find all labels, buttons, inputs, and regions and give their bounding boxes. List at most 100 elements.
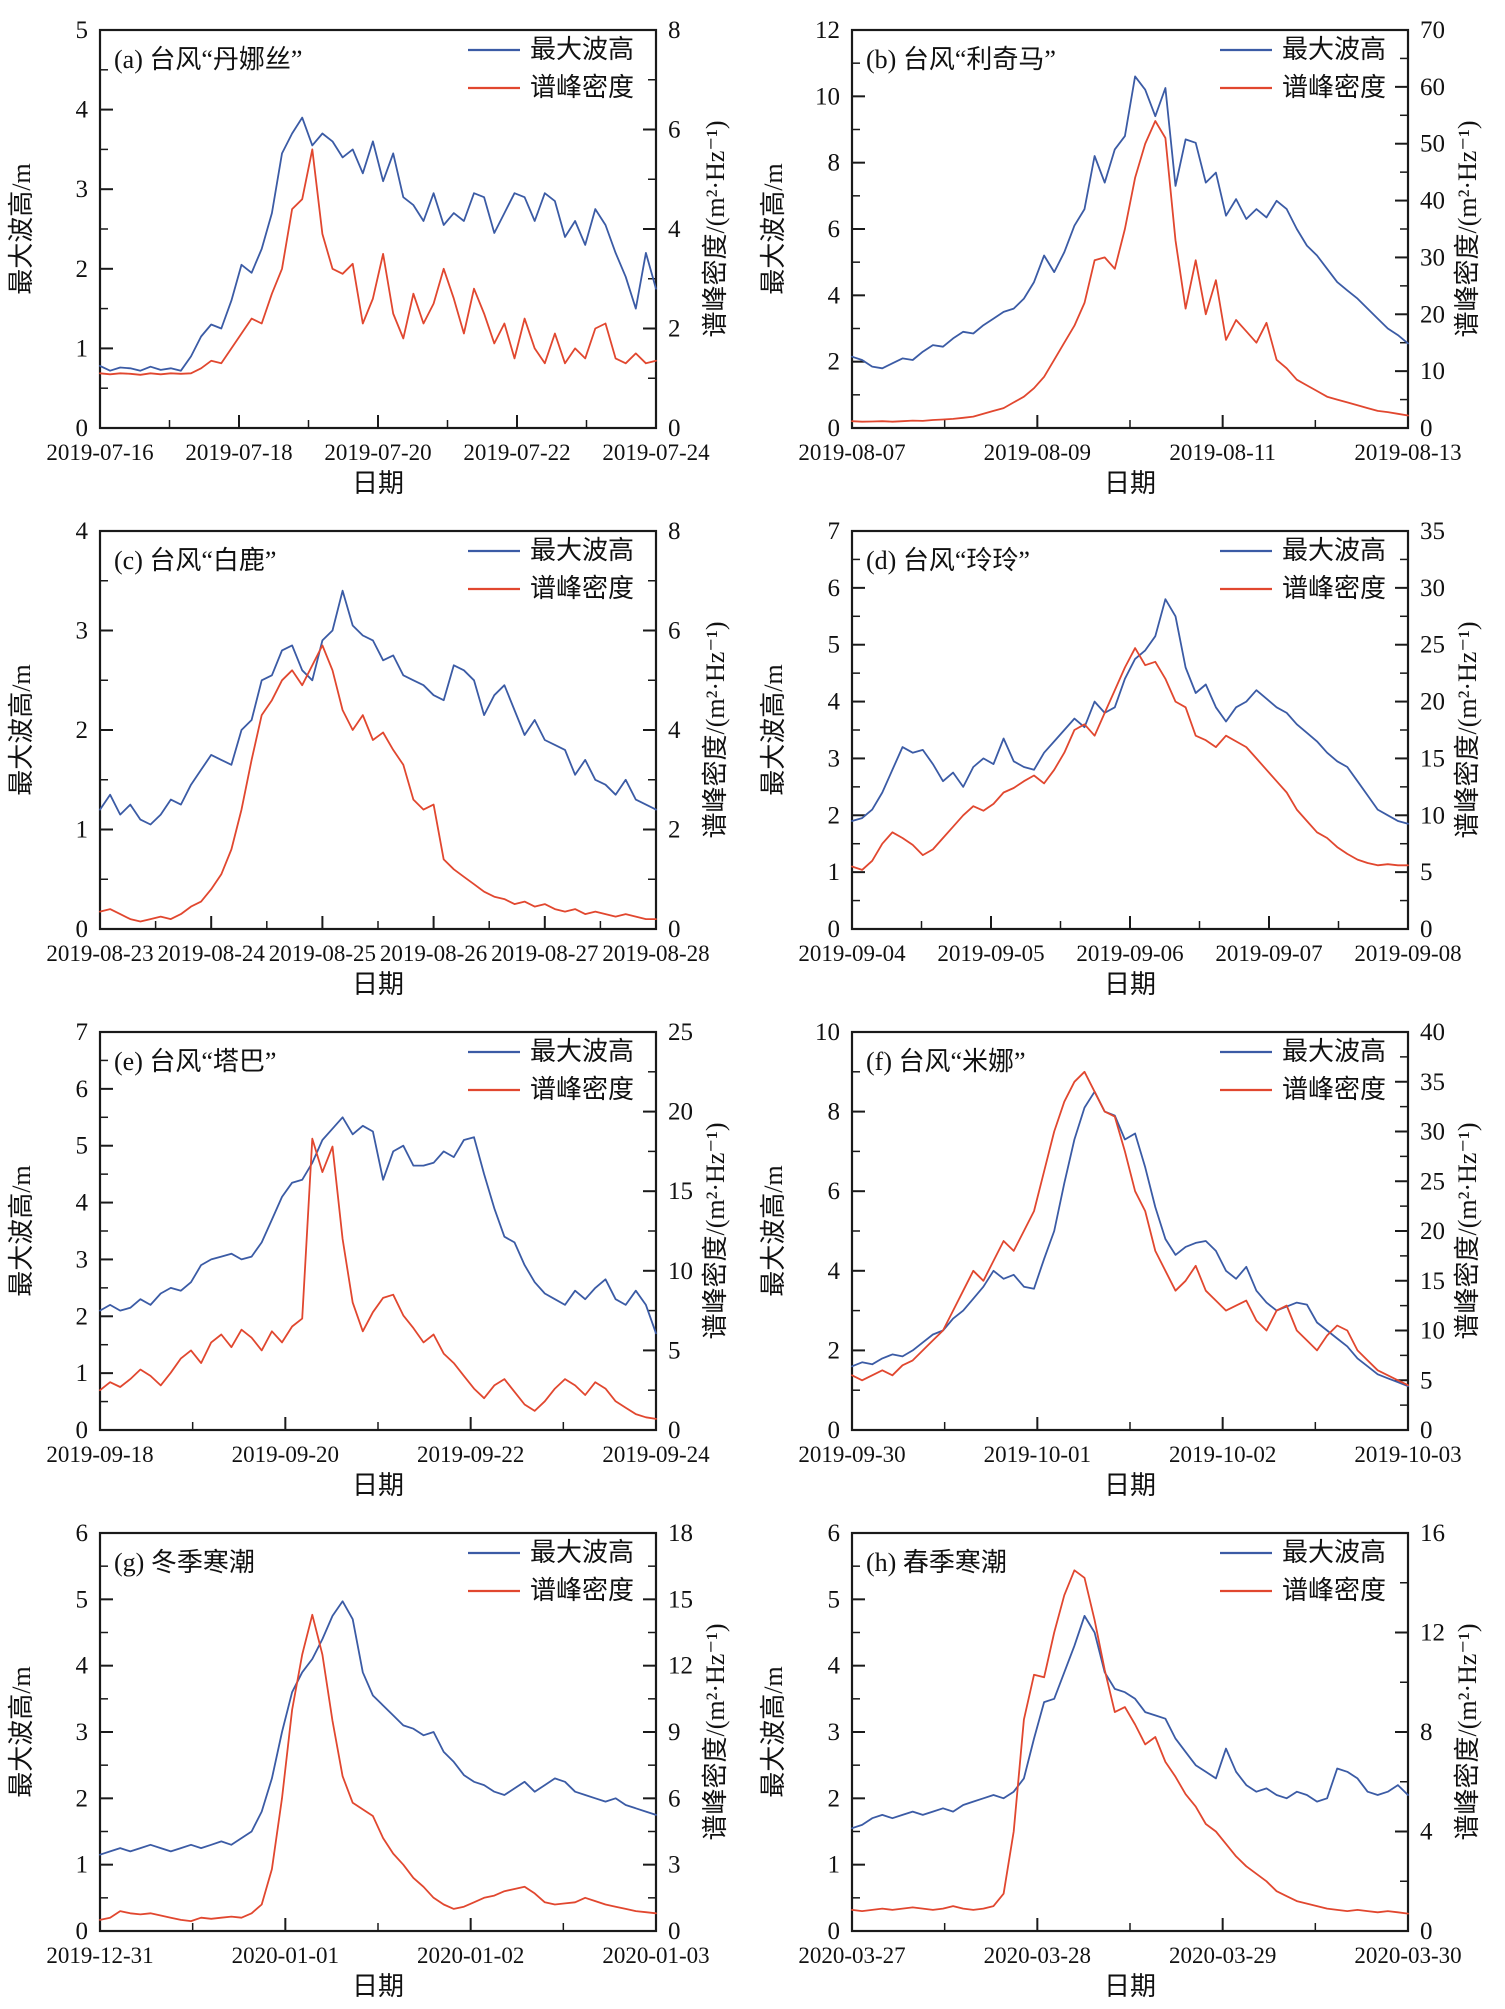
chart-svg-b: 0 2 4 6 8 10 12 0 10 20 30 40 50 60 70 2019-08-07 2019-0… — [759, 17, 1482, 498]
chart-panel-e: 0 1 2 3 4 5 6 7 0 5 10 15 20 25 2019-09-18 2019-09-20 20… — [0, 1002, 752, 1503]
right-tick-label: 5 — [1420, 1367, 1433, 1394]
series-line-spectral — [851, 120, 1409, 423]
x-tick-label: 2019-09-05 — [937, 941, 1044, 966]
x-tick-label: 2019-08-27 — [491, 941, 598, 966]
series-line-spectral — [99, 644, 657, 923]
left-tick-label: 0 — [76, 916, 89, 943]
left-tick-label: 0 — [828, 916, 841, 943]
right-tick-label: 8 — [1420, 1719, 1433, 1746]
left-tick-label: 0 — [828, 1417, 841, 1444]
legend-label-wave: 最大波高 — [1282, 1538, 1386, 1567]
right-tick-label: 30 — [1420, 575, 1445, 602]
left-tick-label: 1 — [76, 1852, 89, 1879]
left-tick-label: 3 — [76, 176, 89, 203]
left-tick-label: 1 — [828, 859, 841, 886]
left-tick-label: 6 — [76, 1520, 89, 1547]
series-line-spectral — [851, 647, 1409, 871]
panel-title: (g) 冬季寒潮 — [114, 1548, 255, 1577]
panel-title: (b) 台风“利奇马” — [866, 45, 1056, 74]
left-tick-label: 3 — [828, 1719, 841, 1746]
left-tick-label: 4 — [828, 1653, 841, 1680]
right-tick-label: 25 — [1420, 1168, 1445, 1195]
right-axis-title: 谱峰密度/(m²·Hz⁻¹) — [701, 1623, 730, 1840]
x-tick-label: 2020-01-01 — [232, 1943, 339, 1968]
legend-label-wave: 最大波高 — [530, 35, 634, 64]
x-axis-title: 日期 — [352, 1471, 404, 1500]
x-tick-label: 2019-10-03 — [1354, 1442, 1461, 1467]
left-tick-label: 1 — [828, 1852, 841, 1879]
left-tick-label: 0 — [828, 415, 841, 442]
right-tick-label: 25 — [668, 1019, 693, 1046]
x-axis-title: 日期 — [1104, 469, 1156, 498]
chart-panel-a: 0 1 2 3 4 5 0 2 4 6 8 2019-07-16 2019-07-18 2019-07-2… — [0, 0, 752, 501]
x-axis-title: 日期 — [352, 469, 404, 498]
right-tick-label: 35 — [1420, 1069, 1445, 1096]
chart-svg-c: 0 1 2 3 4 0 2 4 6 8 2019-08-23 2019-08-24 2019-08-25… — [7, 518, 730, 999]
chart-svg-e: 0 1 2 3 4 5 6 7 0 5 10 15 20 25 2019-09-18 2019-09-20 20… — [7, 1019, 730, 1500]
right-tick-label: 2 — [668, 817, 681, 844]
right-tick-label: 12 — [1420, 1620, 1445, 1647]
legend-label-wave: 最大波高 — [1282, 1037, 1386, 1066]
left-tick-label: 5 — [76, 1586, 89, 1613]
legend-label-wave: 最大波高 — [1282, 536, 1386, 565]
left-tick-label: 3 — [76, 1246, 89, 1273]
right-tick-label: 20 — [668, 1099, 693, 1126]
series-line-wave — [851, 75, 1409, 370]
right-tick-label: 16 — [1420, 1520, 1445, 1547]
x-tick-label: 2019-09-04 — [798, 941, 906, 966]
right-tick-label: 8 — [668, 17, 681, 44]
right-tick-label: 18 — [668, 1520, 693, 1547]
legend-label-wave: 最大波高 — [530, 1538, 634, 1567]
legend-label-spectral: 谱峰密度 — [530, 73, 634, 102]
right-axis-title: 谱峰密度/(m²·Hz⁻¹) — [1453, 120, 1482, 337]
x-axis-title: 日期 — [352, 970, 404, 999]
left-tick-label: 2 — [828, 1337, 841, 1364]
left-axis-title: 最大波高/m — [759, 1666, 788, 1797]
left-tick-label: 2 — [76, 256, 89, 283]
left-axis-title: 最大波高/m — [7, 1165, 36, 1296]
right-axis-title: 谱峰密度/(m²·Hz⁻¹) — [1453, 1122, 1482, 1339]
right-tick-label: 2 — [668, 316, 681, 343]
left-axis-title: 最大波高/m — [759, 664, 788, 795]
x-tick-label: 2019-09-06 — [1076, 941, 1183, 966]
x-tick-label: 2019-08-24 — [158, 941, 266, 966]
right-tick-label: 25 — [1420, 632, 1445, 659]
left-tick-label: 1 — [76, 335, 89, 362]
right-tick-label: 0 — [668, 415, 681, 442]
right-tick-label: 30 — [1420, 244, 1445, 271]
left-tick-label: 4 — [828, 282, 841, 309]
left-tick-label: 5 — [828, 1586, 841, 1613]
left-tick-label: 0 — [76, 415, 89, 442]
left-tick-label: 10 — [815, 1019, 840, 1046]
x-tick-label: 2019-07-22 — [463, 440, 570, 465]
left-tick-label: 2 — [828, 802, 841, 829]
left-tick-label: 8 — [828, 1099, 841, 1126]
x-tick-label: 2019-07-24 — [602, 440, 710, 465]
right-tick-label: 3 — [668, 1852, 681, 1879]
left-tick-label: 4 — [828, 689, 841, 716]
left-tick-label: 4 — [76, 1653, 89, 1680]
legend-label-spectral: 谱峰密度 — [1282, 1075, 1386, 1104]
left-axis-title: 最大波高/m — [7, 1666, 36, 1797]
panel-title: (c) 台风“白鹿” — [114, 546, 276, 575]
series-line-wave — [851, 1615, 1409, 1830]
right-tick-label: 0 — [668, 1918, 681, 1945]
left-tick-label: 2 — [828, 1785, 841, 1812]
x-tick-label: 2019-08-28 — [602, 941, 709, 966]
right-axis-title: 谱峰密度/(m²·Hz⁻¹) — [1453, 621, 1482, 838]
chart-svg-f: 0 2 4 6 8 10 0 5 10 15 20 25 30 35 40 2019-09-30 2019-10… — [759, 1019, 1482, 1500]
x-tick-label: 2020-01-03 — [602, 1943, 709, 1968]
left-tick-label: 4 — [76, 518, 89, 545]
x-tick-label: 2019-08-09 — [984, 440, 1091, 465]
chart-panel-c: 0 1 2 3 4 0 2 4 6 8 2019-08-23 2019-08-24 2019-08-25… — [0, 501, 752, 1002]
right-tick-label: 4 — [668, 717, 681, 744]
legend-label-spectral: 谱峰密度 — [1282, 73, 1386, 102]
x-tick-label: 2019-07-16 — [46, 440, 153, 465]
x-tick-label: 2019-09-18 — [46, 1442, 153, 1467]
right-tick-label: 5 — [1420, 859, 1433, 886]
series-line-wave — [851, 1090, 1409, 1388]
legend-label-spectral: 谱峰密度 — [1282, 574, 1386, 603]
chart-panel-b: 0 2 4 6 8 10 12 0 10 20 30 40 50 60 70 2019-08-07 2019-0… — [752, 0, 1505, 501]
